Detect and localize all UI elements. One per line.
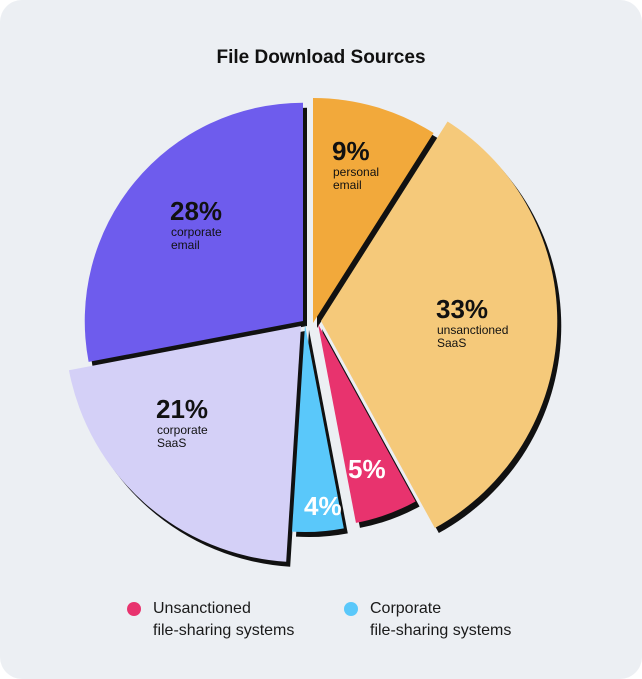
- legend-label-line1: Corporate: [370, 600, 442, 617]
- slice-category-label-5-0: corporate: [171, 225, 222, 239]
- slice-category-label-4-0: corporate: [157, 423, 208, 437]
- legend-label-line2: file-sharing systems: [370, 622, 512, 639]
- legend-label-line1: Unsanctioned: [153, 600, 251, 617]
- chart-title: File Download Sources: [216, 47, 426, 68]
- legend-item-unsanctioned: Unsanctioned file-sharing systems: [127, 598, 294, 642]
- slice-percent-label-1: 33%: [436, 294, 488, 324]
- slice-percent-label-5: 28%: [170, 196, 222, 226]
- legend-item-corporate: Corporate file-sharing systems: [344, 598, 511, 642]
- pie-slices: [68, 98, 558, 562]
- legend-label-line2: file-sharing systems: [153, 622, 295, 639]
- pie-slice-0: [313, 98, 434, 323]
- slice-category-label-0-0: personal: [333, 165, 379, 179]
- slice-category-label-1-1: SaaS: [437, 336, 466, 350]
- slice-category-label-1-0: unsanctioned: [437, 323, 508, 337]
- pie-slice-5: [84, 102, 303, 362]
- slice-category-label-5-1: email: [171, 238, 200, 252]
- pie-slice-3: [292, 325, 344, 532]
- slice-percent-label-2: 5%: [348, 454, 386, 484]
- legend-dot-unsanctioned: [127, 602, 141, 616]
- slice-percent-label-3: 4%: [304, 491, 342, 521]
- slice-percent-label-0: 9%: [332, 136, 370, 166]
- slice-percent-label-4: 21%: [156, 394, 208, 424]
- slice-category-label-0-1: email: [333, 178, 362, 192]
- slice-category-label-4-1: SaaS: [157, 436, 186, 450]
- legend-dot-corporate: [344, 602, 358, 616]
- pie-slice-4: [68, 326, 302, 562]
- pie-slice-2: [318, 324, 416, 523]
- pie-labels: 9%personalemail33%unsanctionedSaaS5%4%21…: [156, 136, 508, 521]
- pie-slice-1: [321, 121, 558, 529]
